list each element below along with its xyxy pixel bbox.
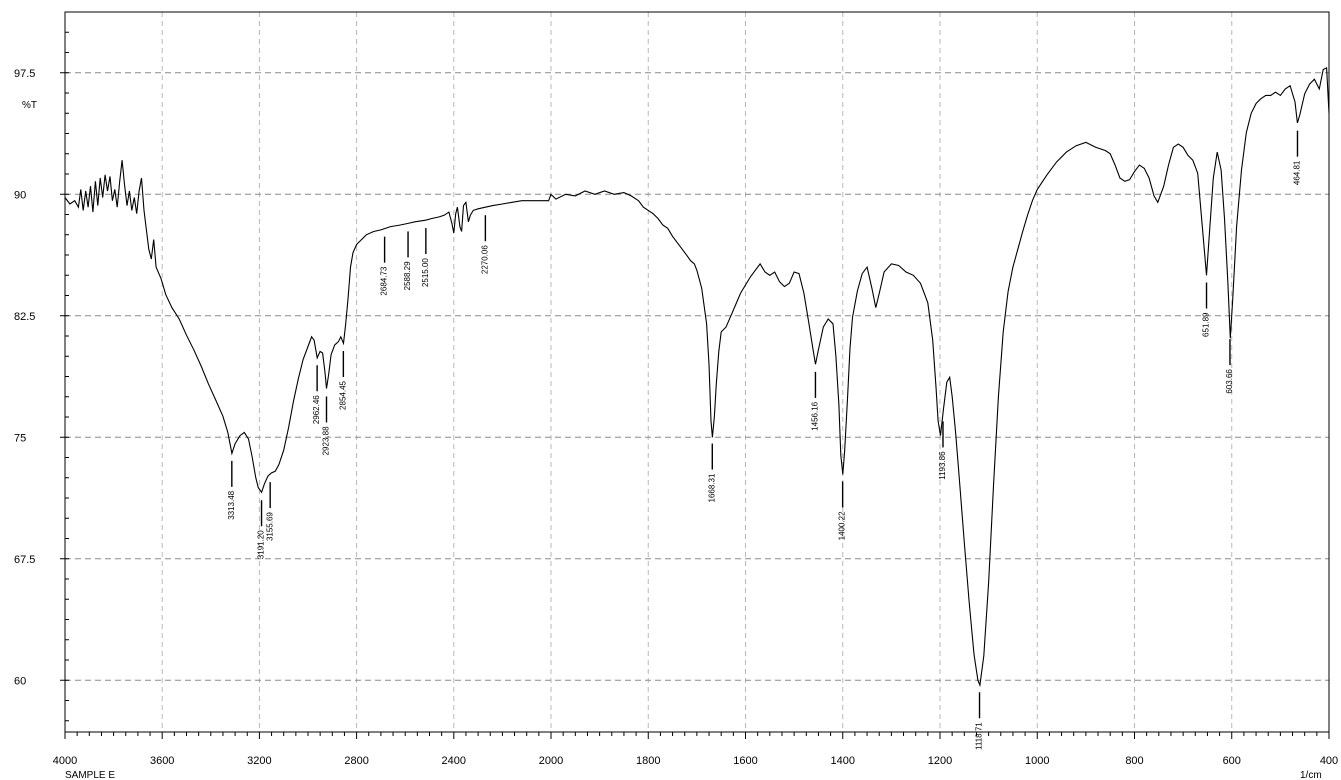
y-tick-label: 97.5	[14, 68, 35, 80]
y-tick-label: 90	[14, 189, 26, 201]
peak-label: 603.66	[1225, 369, 1234, 394]
x-tick-label: 1400	[831, 755, 855, 767]
peak-label: 2684.73	[380, 266, 389, 295]
peak-label: 2588.29	[403, 261, 412, 290]
x-tick-label: 600	[1223, 755, 1241, 767]
x-tick-label: 2400	[442, 755, 466, 767]
x-tick-label: 1600	[733, 755, 757, 767]
peak-label: 1193.86	[938, 451, 947, 480]
spectrum-line	[64, 67, 1330, 688]
y-tick-label: 67.5	[14, 554, 35, 566]
x-tick-label: 1000	[1025, 755, 1049, 767]
y-tick-label: 60	[14, 675, 26, 687]
x-tick-label: 400	[1320, 755, 1338, 767]
plot-frame	[64, 11, 1330, 733]
x-tick-label: 1800	[636, 755, 660, 767]
peak-label: 464.81	[1293, 160, 1302, 185]
x-tick-label: 1200	[928, 755, 952, 767]
peak-label: 3155.69	[265, 512, 274, 541]
minor-ticks	[64, 11, 1330, 739]
peak-label: 651.89	[1202, 312, 1211, 337]
grid-lines	[65, 12, 1329, 732]
x-tick-label: 4000	[53, 755, 77, 767]
x-tick-label: 3200	[247, 755, 271, 767]
y-axis: 97.5 90 82.5 75 67.5 60	[14, 68, 65, 687]
x-axis: 4000 3600 3200 2800 2400 2000 1800 1600 1400 1200…	[53, 755, 1338, 767]
y-axis-title: %T	[22, 100, 37, 111]
peak-label: 1118.71	[975, 722, 984, 750]
y-tick-label: 82.5	[14, 311, 35, 323]
peak-label: 2962.46	[312, 395, 321, 424]
peak-label: 3313.48	[227, 490, 236, 519]
x-tick-label: 2800	[344, 755, 368, 767]
peak-label: 1668.31	[707, 473, 716, 502]
peak-label: 2270.06	[480, 245, 489, 274]
x-tick-label: 800	[1125, 755, 1143, 767]
peak-label: 3191.20	[257, 530, 266, 559]
x-tick-label: 2000	[539, 755, 563, 767]
sample-label: SAMPLE E	[65, 770, 115, 780]
peak-label: 2515.00	[421, 258, 430, 287]
x-tick-label: 3600	[150, 755, 174, 767]
peak-label: 1400.22	[838, 511, 847, 540]
x-axis-unit: 1/cm	[1300, 770, 1322, 780]
peak-label: 2854.45	[338, 380, 347, 409]
peak-label: 1456.16	[811, 401, 820, 430]
peak-label: 2923.88	[322, 426, 331, 455]
y-tick-label: 75	[14, 432, 26, 444]
